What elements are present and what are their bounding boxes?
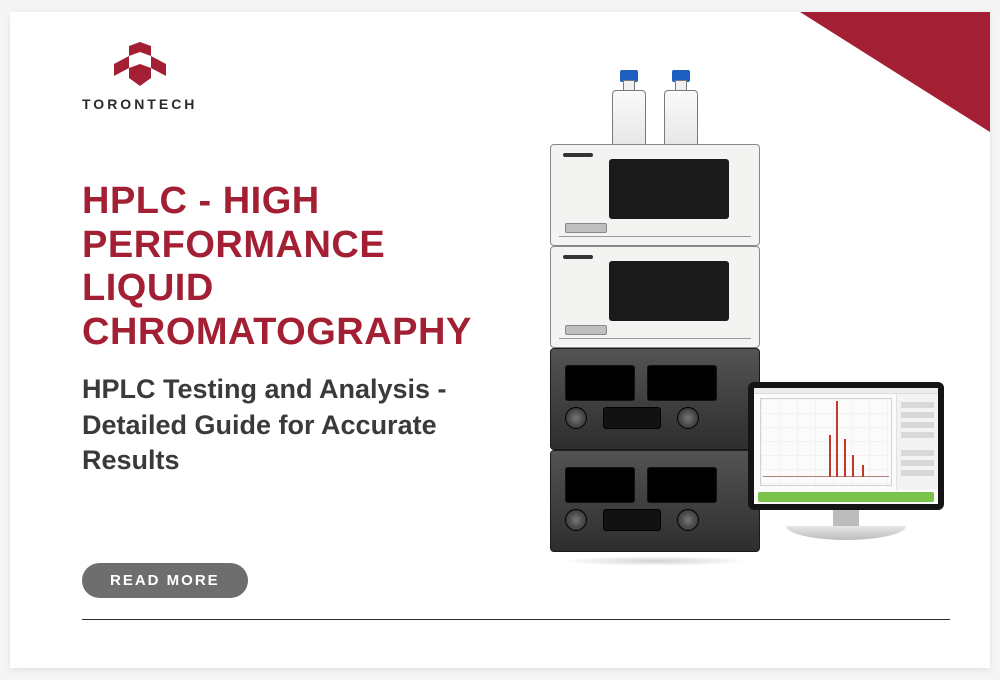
hplc-module [550,348,760,450]
baseline [763,476,889,477]
corner-accent [800,12,990,132]
analysis-monitor [748,382,944,552]
footer-divider [82,619,950,621]
solvent-bottle [612,70,646,148]
page-subtitle: HPLC Testing and Analysis - Detailed Gui… [82,372,512,479]
chromatogram-peak [852,455,854,477]
brand-name: TORONTECH [82,96,197,112]
hplc-instrument [550,62,760,552]
monitor-base [786,526,906,540]
solvent-bottles [550,62,760,148]
promo-card: TORONTECH HPLC - HIGH PERFORMANCE LIQUID… [10,12,990,668]
solvent-bottle [664,70,698,148]
chromatogram-peak [836,401,838,477]
logo-mark-icon [108,42,172,90]
hplc-module [550,144,760,246]
read-more-button[interactable]: READ MORE [82,563,248,598]
software-screen [754,388,938,504]
software-statusbar [758,492,934,502]
chromatogram-peak [829,435,831,477]
monitor-bezel [748,382,944,510]
hplc-module [550,246,760,348]
software-sidepanel [896,394,938,490]
chromatogram-peak [844,439,846,477]
chromatogram-peak [862,465,864,477]
hplc-module [550,450,760,552]
monitor-stand [833,510,859,526]
page-title: HPLC - HIGH PERFORMANCE LIQUID CHROMATOG… [82,180,512,355]
shadow [560,556,750,566]
brand-logo: TORONTECH [82,42,197,112]
chromatogram-plot [760,398,892,486]
